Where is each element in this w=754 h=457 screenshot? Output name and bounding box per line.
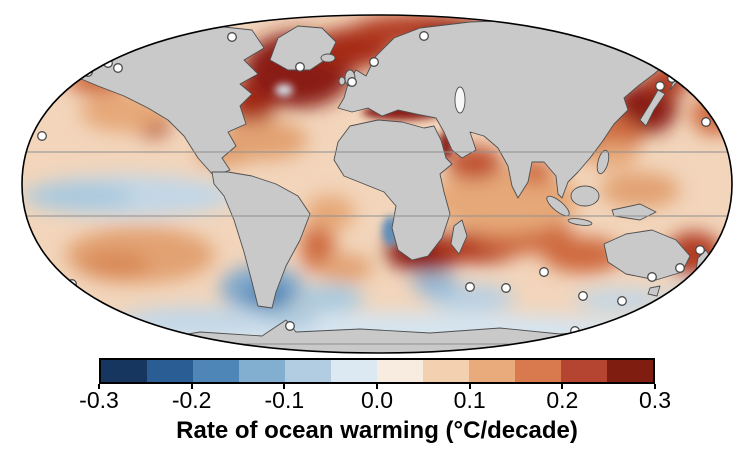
colorbar-segment-2 [193,360,239,382]
landmass-africa [333,119,453,261]
station-dot [369,57,379,67]
landmass-iceland [320,53,336,63]
colorbar-segment-4 [285,360,331,382]
figure-caption: Rate of ocean warming (°C/decade) [176,417,578,444]
colorbar-tick-mark [561,384,564,389]
colorbar-tick-mark [190,384,193,389]
heat-region-west-pacific-equatorial [600,172,680,208]
colorbar-segment-1 [147,360,193,382]
colorbar-tick-label: -0.3 [79,387,119,413]
landmass-tasmania [647,285,661,297]
heat-region-new-zealand-east [709,257,732,279]
station-dot [227,32,237,42]
colorbar-tick-mark [98,384,100,389]
station-dot [701,117,711,127]
heat-region-equatorial-pacific-core [23,182,133,210]
station-dot [695,245,705,255]
colorbar [99,358,655,384]
landmass-philippines [596,149,610,175]
station-dot [501,283,511,293]
landmass-ireland [338,76,346,86]
caspian-sea [454,86,466,114]
colorbar-tick-labels: -0.3 -0.2 -0.1 0.0 0.1 0.2 0.3 [79,387,671,413]
colorbar-tick-label: -0.2 [171,387,212,413]
colorbar-tick-mark [468,384,471,389]
colorbar-segment-7 [423,360,469,382]
station-dot [75,55,85,65]
colorbar-tick-label: 0.3 [639,387,671,413]
colorbar-segment-11 [607,360,653,382]
heat-region-south-agulhas-cool [411,274,459,294]
station-dot [465,282,475,292]
station-dot [90,50,100,60]
colorbar-tick-label: 0.2 [546,387,579,413]
heat-region-greenland-cool-spot [275,84,293,96]
station-dot [347,77,357,87]
heat-region-circumpolar-cool [120,306,280,334]
colorbar-segment-8 [469,360,515,382]
station-dot [143,35,153,45]
colorbar-tick-label: 0.1 [453,387,486,413]
station-dot [647,272,657,282]
station-dot [539,267,549,277]
colorbar-tick-mark [376,384,378,389]
colorbar-segment-6 [377,360,423,382]
heat-region-south-atlantic-cool [296,284,364,312]
colorbar-segment-5 [331,360,377,382]
colorbar-tick-label: -0.1 [264,387,305,413]
heat-region-drake-passage-cool [262,307,318,329]
landmass-south-america [211,171,311,309]
heat-region-west-australia [543,237,623,273]
heat-region-south-atlantic-mid [317,254,373,282]
heat-region-subtropical-atlantic [218,120,308,160]
station-dot [37,131,47,141]
heat-region-south-pacific-patch [80,251,150,279]
landmass-australia [603,229,691,281]
landmass-sumatra [546,195,570,217]
landmass-madagascar [450,219,468,255]
colorbar-tick-marks [98,384,656,389]
station-dot [419,31,429,41]
station-dot [285,321,295,331]
station-dot [113,63,123,73]
colorbar-segment-3 [239,360,285,382]
colorbar-segment-10 [561,360,607,382]
colorbar-segment-9 [515,360,561,382]
station-dot [655,81,665,91]
colorbar-tick-label: 0.0 [361,387,393,413]
world-map [21,14,733,354]
landmass-greenland [269,25,337,71]
landmass-japan [639,89,666,127]
station-dot [295,62,305,72]
station-dot [675,263,685,273]
station-dot [578,291,588,301]
heat-region-labrador-sea [250,70,282,98]
colorbar-segment-0 [101,360,147,382]
heat-region-tropical-atlantic [305,195,355,231]
station-dot [617,296,627,306]
colorbar-tick-mark [283,384,286,389]
landmass-java [567,218,593,226]
colorbar-tick-mark [654,384,656,389]
landmass-borneo [570,185,600,207]
